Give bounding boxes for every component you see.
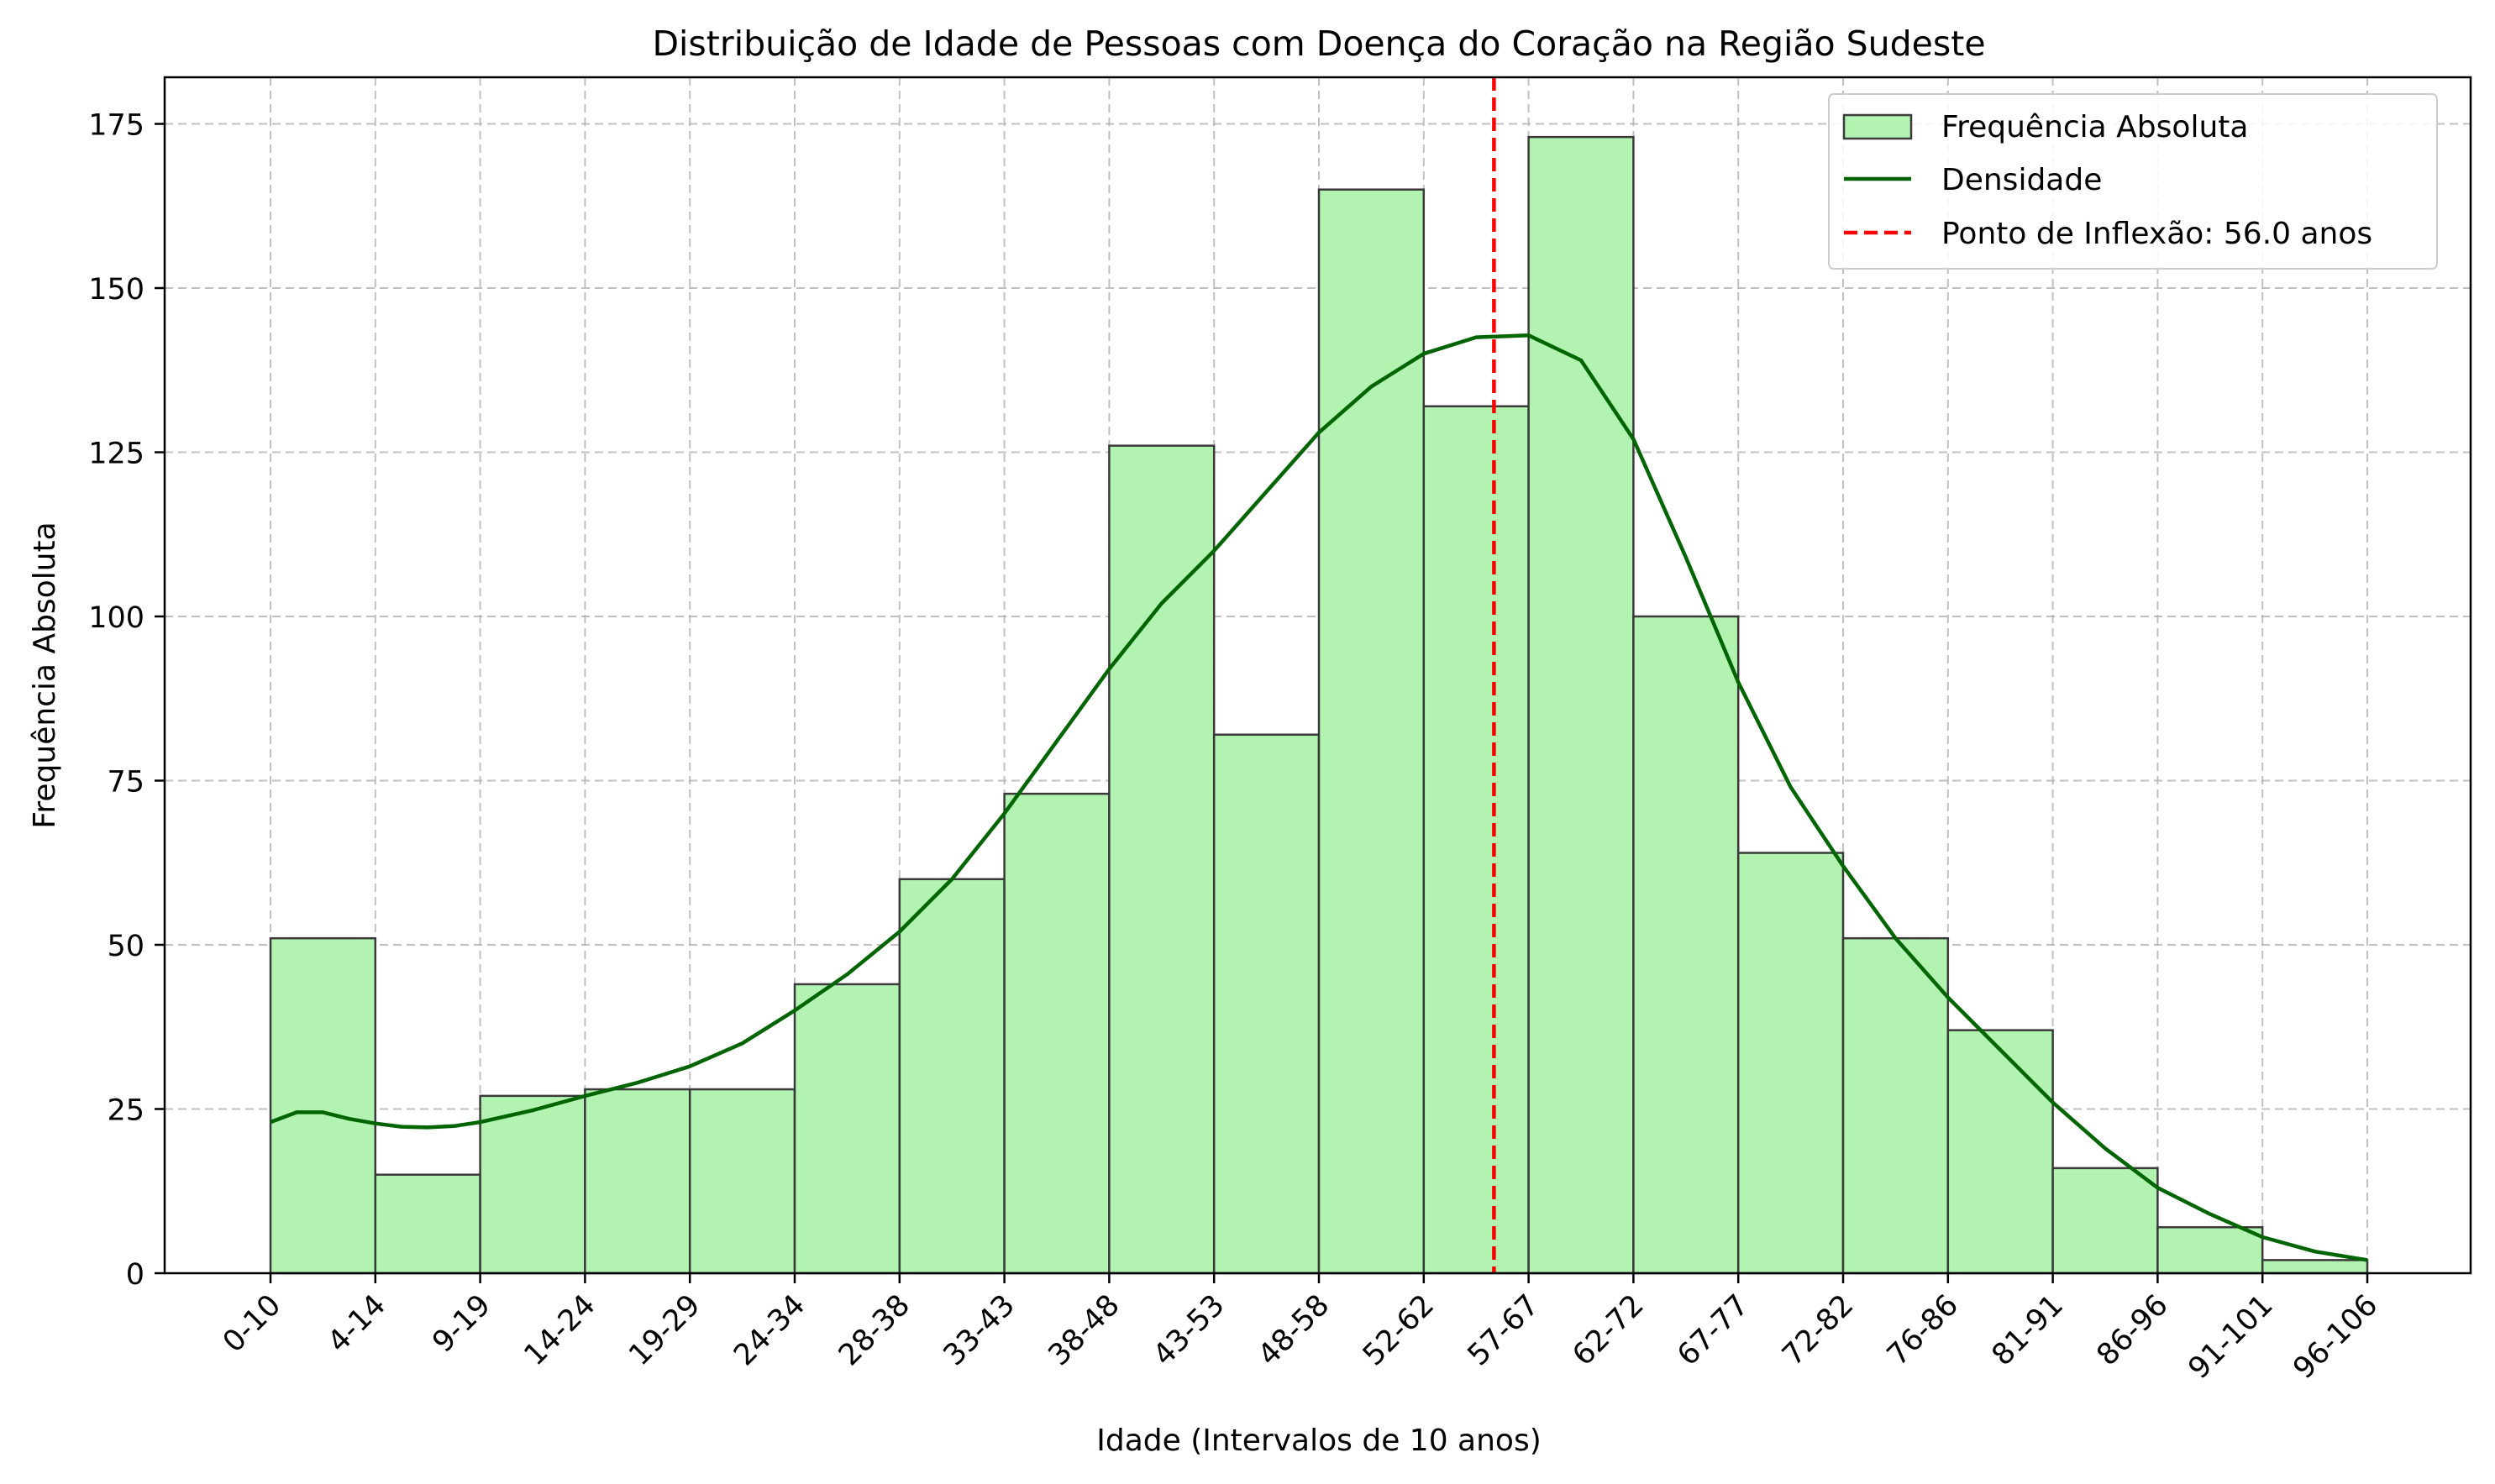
legend: Frequência Absoluta Densidade Ponto de I… (1828, 93, 2438, 270)
y-tick-label-2: 50 (107, 930, 144, 963)
bar-12 (1527, 135, 1635, 1275)
x-tick-label-8: 38-48 (1043, 1288, 1127, 1372)
bar-10 (1317, 188, 1426, 1275)
legend-swatch-frequencia (1842, 113, 1913, 140)
bar-7 (1003, 792, 1111, 1275)
x-tick-label-6: 28-38 (833, 1288, 917, 1372)
bar-18 (2156, 1226, 2264, 1275)
plot-area-frame (163, 76, 2472, 1275)
y-tick-label-1: 25 (107, 1094, 144, 1128)
x-tick-label-20: 96-106 (2287, 1288, 2384, 1386)
legend-label-frequencia: Frequência Absoluta (1941, 110, 2248, 144)
x-tick-label-13: 62-72 (1567, 1288, 1651, 1372)
x-tick-label-0: 0-10 (217, 1288, 287, 1359)
legend-label-inflexao: Ponto de Inflexão: 56.0 anos (1941, 217, 2372, 251)
y-tick-label-4: 100 (88, 601, 144, 635)
bar-3 (584, 1088, 691, 1275)
bar-1 (374, 1173, 481, 1275)
x-axis: 0-10 4-14 9-19 14-24 19-29 24-34 28-38 33-43 38-… (217, 1273, 2384, 1386)
x-tick-label-18: 86-96 (2091, 1288, 2175, 1372)
bar-5 (793, 983, 901, 1275)
x-tick-label-2: 9-19 (427, 1288, 497, 1359)
y-axis-label: Frequência Absoluta (28, 522, 62, 828)
x-tick-label-14: 67-77 (1671, 1288, 1755, 1372)
x-tick-label-3: 14-24 (518, 1288, 602, 1372)
legend-label-densidade: Densidade (1941, 163, 2102, 197)
x-tick-label-19: 91-101 (2182, 1288, 2280, 1386)
bar-19 (2261, 1259, 2369, 1275)
bar-6 (898, 878, 1006, 1275)
y-tick-label-7: 175 (88, 109, 144, 143)
bar-17 (2051, 1167, 2159, 1275)
legend-box (1828, 93, 2438, 270)
bar-13 (1632, 615, 1740, 1275)
x-tick-label-11: 52-62 (1357, 1288, 1441, 1372)
y-tick-label-5: 125 (88, 438, 144, 471)
x-tick-label-17: 81-91 (1986, 1288, 2070, 1372)
bar-11 (1422, 405, 1530, 1275)
x-tick-label-16: 76-86 (1881, 1288, 1965, 1372)
chart-title: Distribuição de Idade de Pessoas com Doe… (652, 24, 1985, 64)
bar-14 (1736, 852, 1845, 1275)
x-tick-label-5: 24-34 (727, 1288, 812, 1372)
bar-16 (1946, 1029, 2054, 1275)
bar-2 (479, 1094, 586, 1275)
bar-0 (269, 936, 377, 1275)
y-tick-label-0: 0 (126, 1258, 144, 1292)
density-curve (270, 333, 2368, 1262)
bar-4 (688, 1088, 796, 1275)
x-tick-label-10: 48-58 (1252, 1288, 1336, 1372)
bar-9 (1212, 733, 1321, 1275)
x-tick-label-15: 72-82 (1776, 1288, 1860, 1372)
bars-group (269, 135, 2369, 1275)
bar-8 (1108, 444, 1216, 1275)
y-tick-label-6: 150 (88, 273, 144, 307)
y-axis: 0 25 50 75 100 125 150 175 (88, 109, 165, 1292)
x-tick-label-7: 33-43 (938, 1288, 1022, 1372)
x-tick-label-1: 4-14 (322, 1288, 392, 1359)
density-curve-group (270, 333, 2368, 1262)
x-axis-label: Idade (Intervalos de 10 anos) (1096, 1424, 1542, 1458)
y-tick-label-3: 75 (107, 766, 144, 800)
x-tick-label-4: 19-29 (622, 1288, 706, 1372)
x-tick-label-12: 57-67 (1462, 1288, 1546, 1372)
x-tick-label-9: 43-53 (1147, 1288, 1231, 1372)
bar-15 (1841, 936, 1950, 1275)
